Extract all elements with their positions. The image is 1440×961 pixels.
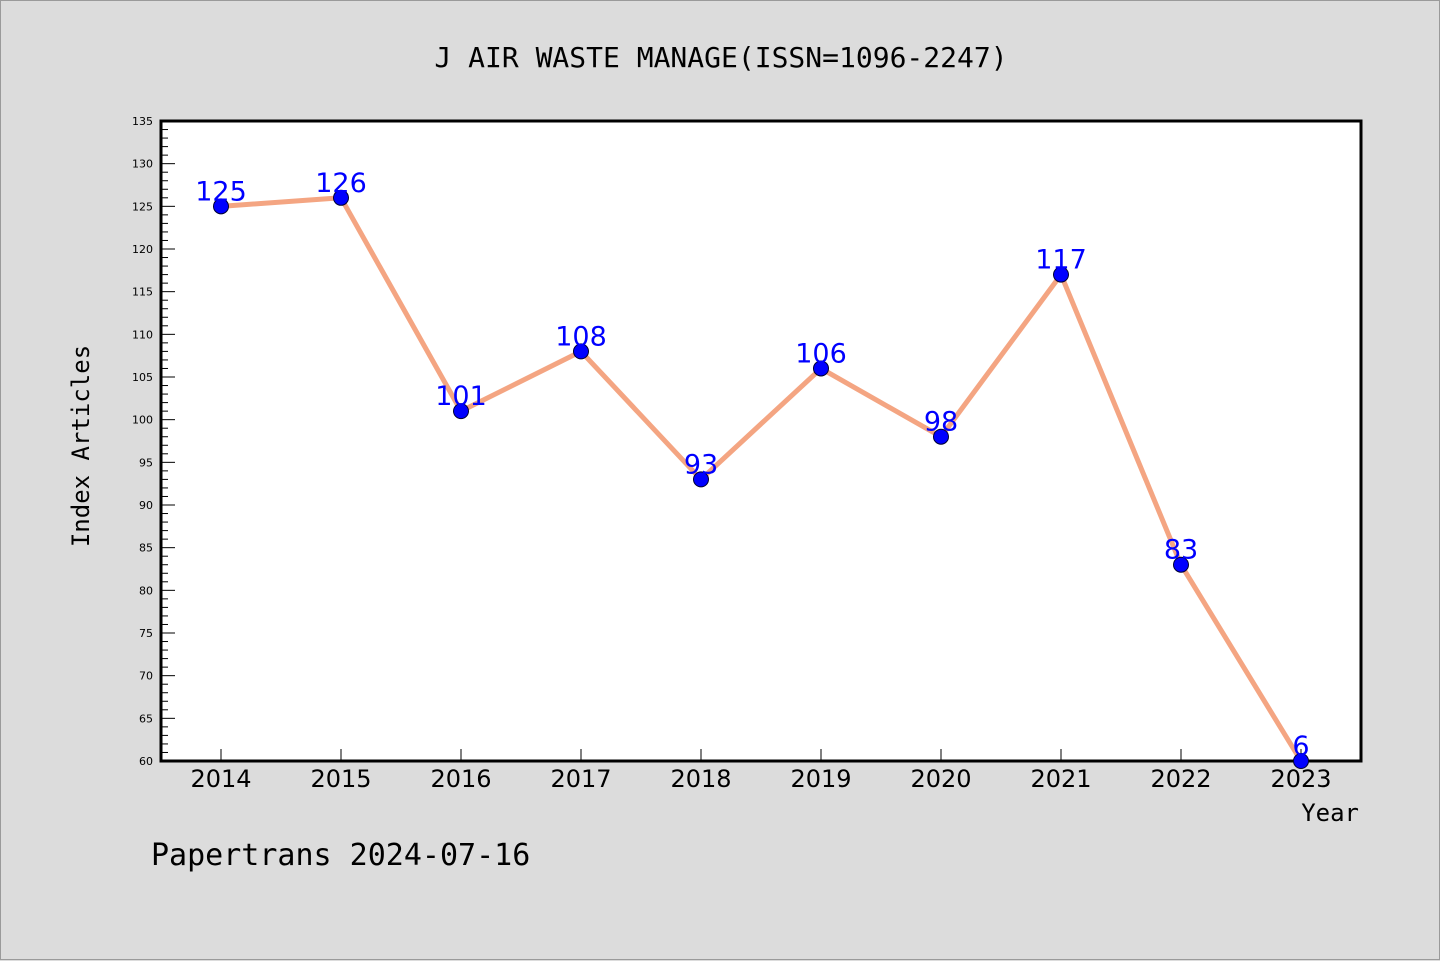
data-label: 125 xyxy=(195,176,247,207)
y-tick-label: 95 xyxy=(139,456,153,469)
y-tick-label: 135 xyxy=(132,115,153,128)
x-tick-label: 2015 xyxy=(310,765,371,793)
series-line xyxy=(218,195,1304,764)
y-tick-label: 130 xyxy=(132,158,153,171)
y-tick-label: 100 xyxy=(132,414,153,427)
data-point xyxy=(573,343,589,360)
data-labels: 125 126 101 108 93 106 98 117 83 6 xyxy=(195,168,1309,762)
y-tick-label: 85 xyxy=(139,542,153,555)
x-tick-label: 2017 xyxy=(550,765,611,793)
data-label: 93 xyxy=(684,449,718,480)
y-tick-label: 120 xyxy=(132,243,153,256)
data-point xyxy=(453,403,469,420)
data-label: 6 xyxy=(1292,731,1309,762)
data-label: 117 xyxy=(1035,245,1087,276)
data-point xyxy=(213,198,229,215)
data-point xyxy=(693,471,709,488)
y-axis-title: Index Articles xyxy=(67,345,95,547)
x-axis: 2014 2015 2016 2017 2018 2019 2020 2021 2022 2023 xyxy=(190,749,1332,793)
x-tick-label: 2014 xyxy=(190,765,251,793)
footer-credit: Papertrans 2024-07-16 xyxy=(151,838,530,873)
x-tick-label: 2020 xyxy=(910,765,971,793)
series-index-articles xyxy=(213,189,1309,769)
data-label: 98 xyxy=(924,407,958,438)
y-tick-label: 60 xyxy=(139,755,153,768)
y-tick-label: 80 xyxy=(139,584,153,597)
data-point xyxy=(1293,753,1309,769)
y-tick-label: 70 xyxy=(139,670,153,683)
y-tick-label: 65 xyxy=(139,712,153,725)
x-tick-label: 2018 xyxy=(670,765,731,793)
data-label: 126 xyxy=(315,168,367,199)
y-axis: 60 65 70 75 80 85 90 95 100 105 110 115 120 125 130 135 xyxy=(132,115,175,768)
data-label: 106 xyxy=(795,338,847,369)
x-tick-label: 2023 xyxy=(1270,765,1331,793)
data-point xyxy=(1173,556,1189,573)
x-axis-title: Year xyxy=(1301,799,1359,827)
x-tick-label: 2022 xyxy=(1150,765,1211,793)
x-tick-label: 2021 xyxy=(1030,765,1091,793)
y-tick-label: 105 xyxy=(132,371,153,384)
data-point xyxy=(1053,266,1069,283)
y-tick-label: 115 xyxy=(132,286,153,299)
y-tick-label: 90 xyxy=(139,499,153,512)
x-tick-label: 2016 xyxy=(430,765,491,793)
data-point xyxy=(333,189,349,206)
data-label: 108 xyxy=(555,321,607,352)
data-label: 83 xyxy=(1164,535,1198,566)
y-tick-label: 75 xyxy=(139,627,153,640)
data-point xyxy=(813,360,829,377)
data-point xyxy=(933,428,949,445)
x-tick-label: 2019 xyxy=(790,765,851,793)
y-tick-label: 125 xyxy=(132,200,153,213)
chart-title: J AIR WASTE MANAGE(ISSN=1096-2247) xyxy=(434,41,1007,74)
y-tick-label: 110 xyxy=(132,328,153,341)
plot-area xyxy=(159,119,1363,763)
data-label: 101 xyxy=(435,381,487,412)
